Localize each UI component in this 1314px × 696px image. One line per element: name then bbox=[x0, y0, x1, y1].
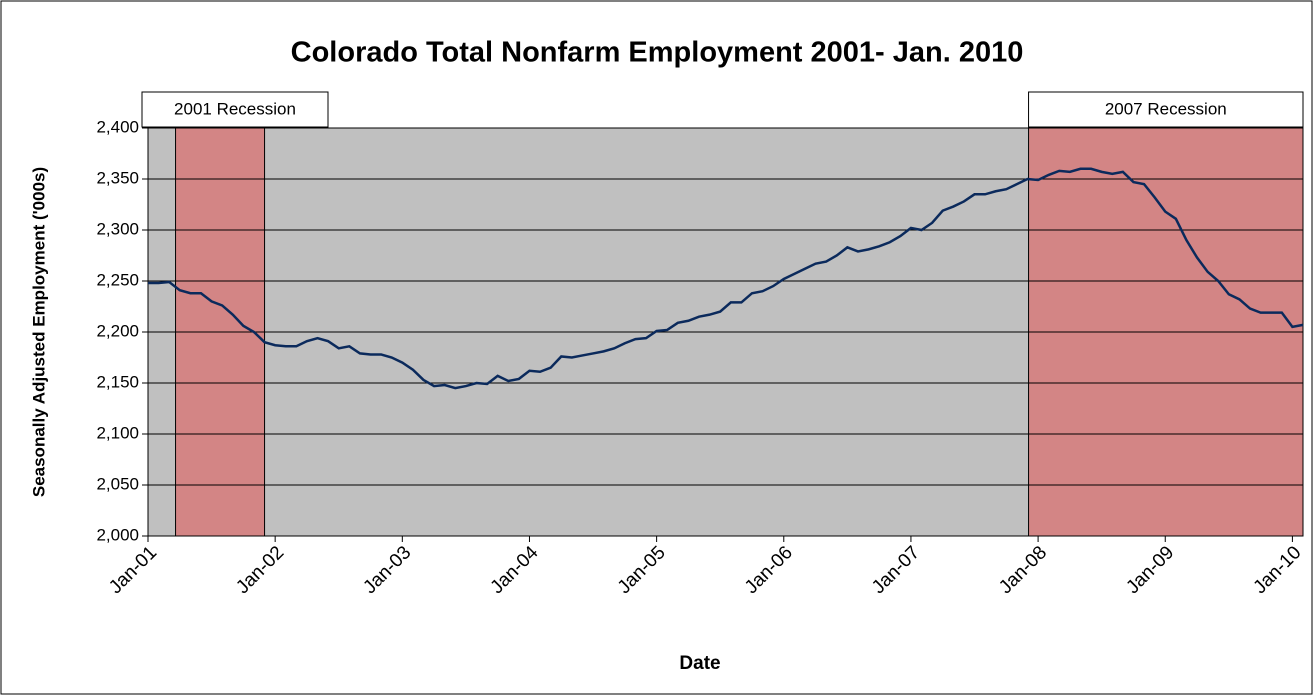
chart-title: Colorado Total Nonfarm Employment 2001- … bbox=[291, 37, 1024, 69]
recession-label-box bbox=[1028, 91, 1304, 128]
x-axis-label: Date bbox=[679, 653, 720, 674]
y-tick-label: 2,200 bbox=[96, 321, 139, 340]
y-tick-label: 2,000 bbox=[96, 525, 139, 544]
y-tick-label: 2,050 bbox=[96, 474, 139, 493]
y-tick-label: 2,250 bbox=[96, 270, 139, 289]
recession-label-box bbox=[141, 91, 329, 128]
y-tick-label: 2,100 bbox=[96, 423, 139, 442]
recession-label: 2007 Recession bbox=[1105, 99, 1227, 118]
y-tick-label: 2,350 bbox=[96, 168, 139, 187]
data-line bbox=[148, 167, 1304, 390]
y-tick-label: 2,150 bbox=[96, 372, 139, 391]
recession-label: 2001 Recession bbox=[174, 99, 296, 118]
y-axis-label: Seasonally Adjusted Employment ('000s) bbox=[29, 167, 48, 497]
y-tick-label: 2,300 bbox=[96, 219, 139, 238]
y-tick-label: 2,400 bbox=[96, 117, 139, 136]
